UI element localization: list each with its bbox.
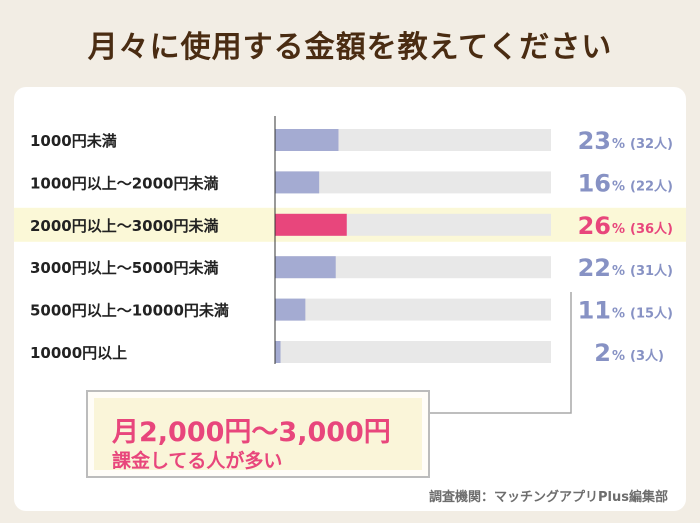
value-label: 23 [578, 127, 611, 155]
source-credit: 調査機関：マッチングアプリPlus編集部 [429, 490, 668, 505]
category-label: 3000円以上〜5000円未満 [30, 259, 219, 277]
category-label: 1000円未満 [30, 132, 117, 150]
count-label: (22人) [630, 178, 673, 194]
count-label: (32人) [630, 136, 673, 152]
value-label: 2 [594, 339, 611, 367]
bar [275, 129, 339, 151]
page-title: 月々に使用する金額を教えてください [87, 30, 613, 65]
bar-track [275, 298, 551, 321]
category-label: 5000円以上〜10000円未満 [30, 302, 229, 320]
callout-box: 月2,000円〜3,000円 課金してる人が多い [86, 390, 430, 478]
bar-track [275, 171, 551, 194]
callout-subline: 課金してる人が多い [112, 450, 283, 472]
value-label: 22 [578, 254, 611, 282]
percent-unit: % [612, 179, 625, 194]
percent-unit: % [612, 264, 625, 279]
bar-track [275, 129, 551, 151]
category-label: 1000円以上〜2000円未満 [30, 174, 219, 192]
percent-unit: % [612, 222, 625, 237]
category-label: 10000円以上 [30, 344, 127, 362]
count-label: (31人) [630, 263, 673, 279]
bar [275, 213, 347, 236]
count-label: (15人) [630, 306, 673, 322]
bar [275, 298, 306, 321]
percent-unit: % [612, 307, 625, 322]
value-label: 16 [578, 169, 611, 197]
category-label: 2000円以上〜3000円未満 [30, 217, 219, 235]
percent-unit: % [612, 137, 625, 152]
callout-headline: 月2,000円〜3,000円 [112, 417, 391, 448]
callout-connector [428, 292, 572, 414]
count-label: (3人) [630, 348, 664, 364]
value-label: 11 [578, 297, 611, 325]
bar [275, 341, 281, 363]
bar [275, 256, 336, 279]
bar-track [275, 256, 551, 279]
bar-track [275, 341, 551, 363]
value-label: 26 [578, 212, 611, 240]
bar [275, 171, 320, 194]
callout-inner: 月2,000円〜3,000円 課金してる人が多い [94, 398, 422, 472]
percent-unit: % [612, 349, 625, 364]
count-label: (36人) [630, 221, 673, 237]
